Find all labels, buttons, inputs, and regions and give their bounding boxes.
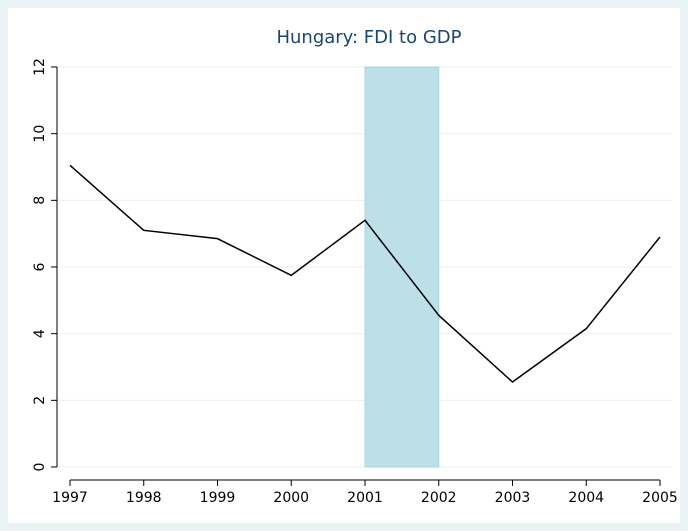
x-tick-label: 2002 <box>421 490 457 506</box>
x-tick-label: 2003 <box>495 490 531 506</box>
x-tick-label: 1998 <box>126 490 162 506</box>
y-tick-label: 4 <box>32 329 48 338</box>
x-tick-label: 2001 <box>347 490 383 506</box>
y-tick-label: 6 <box>32 262 48 271</box>
x-tick-label: 1997 <box>52 490 88 506</box>
data-line <box>69 164 661 383</box>
x-tick-label: 1999 <box>200 490 236 506</box>
y-tick-label: 2 <box>32 396 48 405</box>
x-tick-label: 2004 <box>568 490 604 506</box>
y-tick-label: 10 <box>32 125 48 143</box>
y-tick-label: 0 <box>32 463 48 472</box>
x-tick-label: 2000 <box>273 490 309 506</box>
chart-title: Hungary: FDI to GDP <box>276 27 461 48</box>
plot-background <box>8 8 680 523</box>
y-tick-label: 12 <box>32 58 48 76</box>
x-tick-label: 2005 <box>642 490 678 506</box>
y-tick-label: 8 <box>32 196 48 205</box>
